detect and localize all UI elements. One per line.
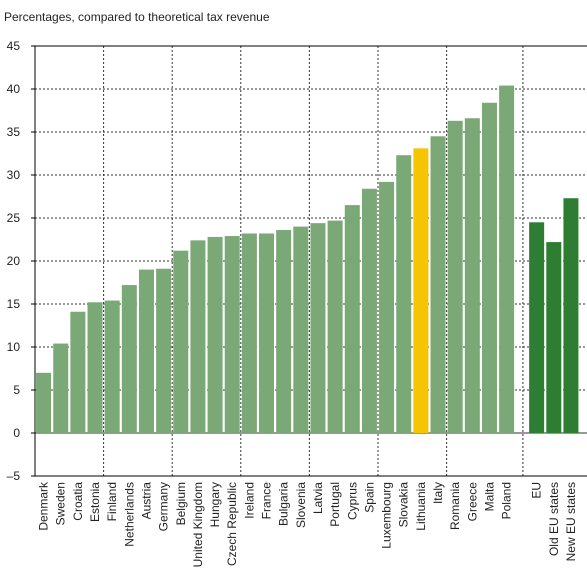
bar-croatia	[70, 312, 85, 433]
bar-italy	[431, 136, 446, 433]
y-tick-label: 10	[7, 340, 21, 354]
x-tick-label: France	[260, 482, 274, 520]
bar-greece	[465, 118, 480, 433]
x-tick-label: Czech Republic	[225, 482, 239, 566]
bar-bulgaria	[276, 230, 291, 433]
x-tick-label: Portugal	[328, 482, 342, 527]
x-tick-label: Sweden	[54, 482, 68, 525]
x-tick-label: Estonia	[88, 482, 102, 522]
y-tick-label: 35	[7, 125, 21, 139]
x-tick-label: Slovenia	[294, 482, 308, 528]
bar-old-eu-states	[546, 242, 561, 433]
bar-germany	[156, 269, 171, 433]
bar-hungary	[208, 237, 223, 433]
y-tick-label: 20	[7, 254, 21, 268]
x-tick-label: United Kingdom	[191, 482, 205, 567]
x-tick-label: Ireland	[242, 482, 256, 519]
bar-netherlands	[122, 285, 137, 433]
bar-ireland	[242, 233, 257, 433]
x-tick-label: Bulgaria	[277, 482, 291, 526]
x-tick-label: Old EU states	[547, 482, 561, 556]
bar-malta	[482, 103, 497, 433]
bar-slovenia	[293, 227, 308, 433]
x-tick-label: Hungary	[208, 482, 222, 527]
x-tick-label: Austria	[139, 482, 153, 520]
y-tick-label: 0	[13, 426, 20, 440]
bar-finland	[105, 301, 120, 433]
bar-denmark	[36, 373, 51, 433]
y-tick-label: 30	[7, 168, 21, 182]
bar-france	[259, 233, 274, 433]
bar-portugal	[328, 221, 343, 433]
bar-romania	[448, 121, 463, 433]
bar-estonia	[88, 302, 103, 433]
bar-sweden	[53, 344, 68, 433]
x-tick-label: Romania	[448, 482, 462, 530]
x-tick-label: Denmark	[37, 481, 51, 531]
bar-new-eu-states	[563, 198, 578, 433]
x-tick-label: Netherlands	[122, 482, 136, 547]
bar-austria	[139, 270, 154, 433]
bar-belgium	[173, 251, 188, 433]
y-tick-label: 5	[13, 383, 20, 397]
y-tick-label: 25	[7, 211, 21, 225]
x-tick-label: Croatia	[71, 482, 85, 521]
x-tick-label: Latvia	[311, 482, 325, 514]
x-tick-label: Slovakia	[397, 482, 411, 528]
x-tick-label: Lithuania	[414, 482, 428, 531]
y-tick-label: 45	[7, 39, 21, 53]
x-tick-label: Belgium	[174, 482, 188, 525]
bar-poland	[499, 86, 514, 433]
x-tick-label: Germany	[157, 482, 171, 531]
x-tick-label: Greece	[465, 482, 479, 522]
bar-spain	[362, 189, 377, 433]
x-tick-label: Cyprus	[345, 482, 359, 520]
x-tick-label: Italy	[431, 482, 445, 504]
bar-czech-republic	[225, 236, 240, 433]
bars	[36, 86, 578, 433]
y-tick-label: 15	[7, 297, 21, 311]
bar-eu	[529, 222, 544, 433]
bar-united-kingdom	[190, 240, 205, 433]
x-tick-label: Finland	[105, 482, 119, 521]
x-tick-label: Luxembourg	[380, 482, 394, 549]
bar-latvia	[310, 223, 325, 433]
x-tick-label: Poland	[500, 482, 514, 519]
bar-luxembourg	[379, 182, 394, 433]
bar-lithuania	[413, 148, 428, 433]
bar-slovakia	[396, 155, 411, 433]
x-tick-label: Malta	[482, 482, 496, 512]
x-tick-label: EU	[530, 482, 544, 499]
y-tick-label: 40	[7, 82, 21, 96]
y-tick-label: –5	[7, 469, 21, 483]
x-tick-label: New EU states	[564, 482, 578, 561]
bar-cyprus	[345, 205, 360, 433]
x-tick-label: Spain	[362, 482, 376, 513]
